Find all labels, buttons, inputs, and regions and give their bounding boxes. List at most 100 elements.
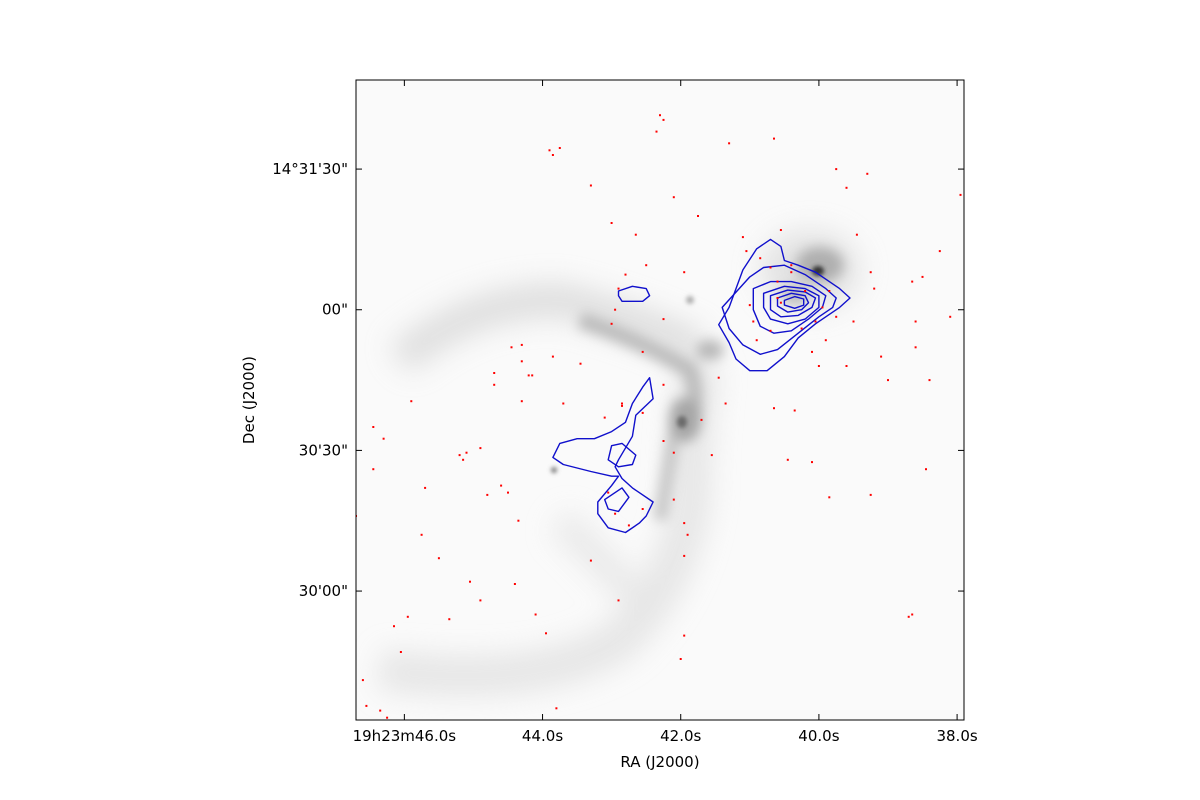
point-source [352,679,354,681]
point-source [465,451,468,454]
point-source [949,315,952,318]
point-source [869,493,872,496]
point-source [790,271,793,274]
plot-frame [355,79,965,721]
point-source [621,404,623,407]
point-source [493,383,496,386]
x-tick-label: 42.0s [660,727,701,745]
point-source [662,318,665,321]
point-source [804,290,807,292]
point-source [845,365,848,367]
point-source [672,451,675,454]
point-source [921,275,924,278]
point-source [855,233,858,236]
point-source [759,257,762,260]
point-source [672,498,675,501]
point-source [873,287,876,290]
point-source [610,222,613,224]
point-source [672,196,675,199]
point-source [741,236,744,239]
point-source [835,168,838,171]
point-source [462,458,465,461]
y-axis-title: Dec (J2000) [240,356,258,444]
point-source [800,327,803,330]
point-source [752,320,755,323]
point-source [745,250,748,253]
point-source [683,522,686,525]
point-source [510,346,513,349]
point-source [828,290,831,292]
y-tick-label: 30'00" [299,582,348,600]
point-source [790,264,793,267]
point-source [507,491,509,494]
greyscale-image [377,230,860,696]
point-source [662,118,665,121]
point-source [959,193,962,196]
point-source [579,362,582,365]
point-source [365,704,368,707]
point-source [914,346,917,349]
point-source [697,215,699,217]
point-source [589,184,592,187]
point-source [659,114,661,117]
point-source [683,634,686,637]
point-source [562,402,565,405]
point-source [520,343,523,346]
point-source [655,130,658,133]
point-source [641,508,644,510]
contour-main-level-7 [783,295,805,309]
point-source [610,322,613,325]
point-source [769,266,772,269]
point-source [393,625,395,628]
point-source [769,329,772,332]
point-source [448,618,451,621]
point-source [406,615,409,618]
contour-main-level-4 [762,285,820,325]
point-source [748,304,751,307]
point-source [793,409,796,412]
contour-main-level-3 [752,280,827,334]
point-source [907,615,910,618]
point-source [548,149,551,152]
x-tick-label: 38.0s [936,727,977,745]
point-source [379,709,382,712]
x-tick-label: 19h23m46.0s [353,727,457,745]
point-source [686,533,689,536]
point-source [817,365,820,367]
point-source [828,496,831,499]
point-source [776,297,779,299]
point-source [558,147,561,149]
point-source [866,172,869,175]
point-source [662,440,665,442]
point-source [627,524,630,527]
point-source [641,350,644,353]
point-source [410,400,413,403]
point-source [641,411,644,414]
point-source [486,493,489,496]
point-source [372,426,375,428]
point-source [914,320,917,323]
point-source [773,137,775,140]
point-source [479,599,482,602]
point-source [814,320,817,323]
point-source [607,491,610,494]
point-source [424,486,427,489]
point-source [728,142,731,145]
point-source [887,379,889,382]
point-source [603,416,606,419]
point-source [662,383,665,386]
contour-southern-level-2 [604,487,630,513]
point-source [513,583,516,585]
point-source [911,613,914,616]
x-tick-label: 40.0s [798,727,839,745]
point-source [617,599,620,602]
point-source [551,154,554,156]
point-source [517,519,520,522]
point-source [420,533,423,536]
point-source [531,374,534,377]
point-source [399,651,402,653]
point-source [700,418,703,421]
point-source [845,186,848,189]
point-source [614,512,617,515]
